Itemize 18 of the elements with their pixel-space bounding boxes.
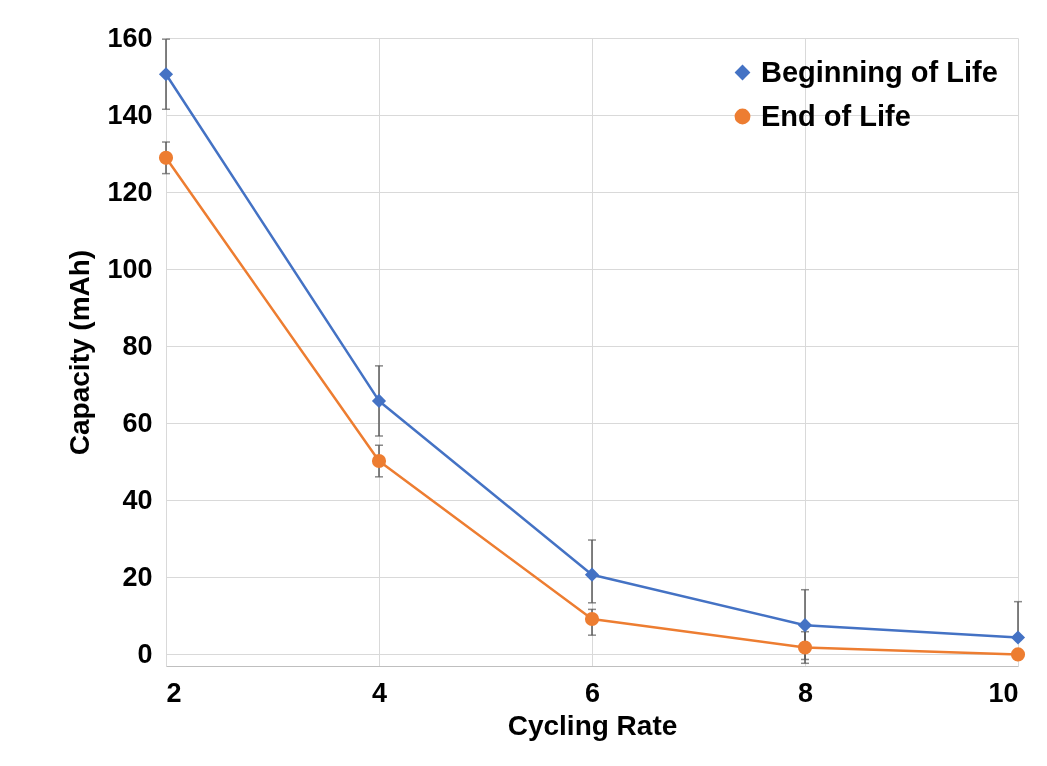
x-tick-label: 10 (988, 677, 1019, 708)
y-tick-label: 120 (107, 176, 153, 207)
x-tick-label: 4 (371, 677, 388, 708)
y-tick-label: 40 (122, 484, 153, 515)
legend-label: End of Life (761, 99, 911, 132)
x-tick-label: 8 (797, 677, 814, 708)
y-axis-title: Capacity (mAh) (64, 249, 96, 456)
y-tick-label: 160 (107, 22, 153, 53)
y-tick-label: 20 (122, 561, 153, 592)
y-tick-label: 80 (122, 330, 153, 361)
y-tick-label: 0 (137, 638, 153, 669)
y-tick-label: 100 (107, 253, 153, 284)
x-tick-label: 6 (584, 677, 601, 708)
y-tick-label: 60 (122, 407, 153, 438)
x-axis-title: Cycling Rate (507, 709, 678, 741)
y-tick-label: 140 (107, 99, 153, 130)
legend-label: Beginning of Life (761, 55, 998, 88)
x-tick-label: 2 (166, 677, 182, 708)
